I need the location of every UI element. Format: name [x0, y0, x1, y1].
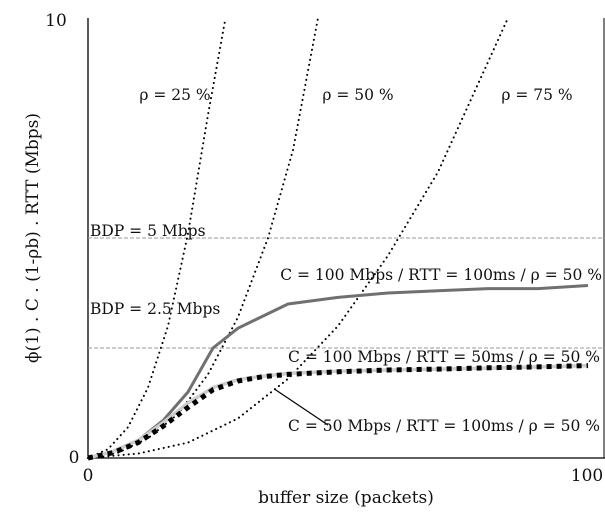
utilization-curve-3	[87, 17, 509, 459]
y-tick-bottom: 0	[69, 448, 80, 468]
x-axis-label: buffer size (packets)	[258, 488, 434, 508]
x-tick-right: 100	[571, 466, 603, 486]
series-line-2	[87, 363, 589, 460]
annotations	[275, 389, 329, 426]
bdp-5-label: BDP = 5 Mbps	[90, 222, 206, 240]
series-line-3	[87, 363, 589, 461]
reference-lines	[88, 237, 605, 349]
series-3-label: C = 50 Mbps / RTT = 100ms / ρ = 50 %	[288, 417, 600, 435]
rho-50-label: ρ = 50 %	[322, 86, 393, 104]
x-tick-left: 0	[83, 466, 94, 486]
series-2-label: C = 100 Mbps / RTT = 50ms / ρ = 50 %	[288, 348, 600, 366]
series-lines	[87, 284, 589, 461]
annotation-leader-line	[275, 389, 329, 426]
utilization-curve-1	[87, 17, 227, 459]
series-1-label: C = 100 Mbps / RTT = 100ms / ρ = 50 %	[280, 266, 602, 284]
bdp-2-5-label: BDP = 2.5 Mbps	[90, 300, 220, 318]
rho-25-label: ρ = 25 %	[139, 86, 210, 104]
y-tick-top: 10	[45, 11, 67, 31]
rho-75-label: ρ = 75 %	[501, 86, 572, 104]
y-axis-label: ϕ(1) . C . (1-ρb) . RTT (Mbps)	[23, 113, 43, 363]
